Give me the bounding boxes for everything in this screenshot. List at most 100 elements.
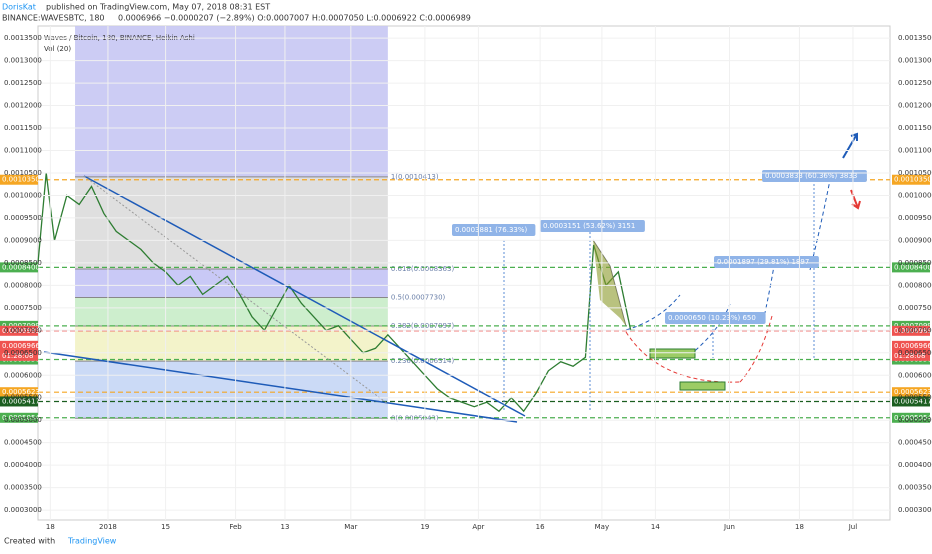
- fib-zone: [75, 26, 388, 177]
- footer-brand: TradingView: [67, 537, 117, 546]
- level-tag: [892, 387, 930, 398]
- y-tick-label: 0.0004500: [4, 439, 42, 447]
- current-price: 0.0006966: [2, 342, 40, 350]
- level-tag-label: 0.0005623: [894, 388, 932, 396]
- y-tick-label: 0.0013500: [4, 34, 42, 42]
- y2-tick-label: 0.0010500: [898, 169, 932, 177]
- published: published on TradingView.com, May 07, 20…: [46, 3, 270, 12]
- y2-tick-label: 0.0004500: [898, 439, 932, 447]
- y-tick-label: 0.0005000: [4, 416, 42, 424]
- y-tick-label: 0.0006000: [4, 371, 42, 379]
- y-tick-label: 0.0003500: [4, 484, 42, 492]
- current-time: 01:28:08: [2, 352, 33, 360]
- level-tag: [892, 262, 930, 273]
- level-tag-label: 0.0006989: [2, 327, 40, 335]
- x-tick-label: 13: [280, 523, 289, 531]
- y-tick-label: 0.0010000: [4, 191, 42, 199]
- y-tick-label: 0.0013000: [4, 57, 42, 65]
- y2-tick-label: 0.0006000: [898, 371, 932, 379]
- y-tick-label: 0.0007500: [4, 304, 42, 312]
- y2-tick-label: 0.0005500: [898, 394, 932, 402]
- x-tick-label: Jul: [848, 523, 858, 531]
- y2-tick-label: 0.0013500: [898, 34, 932, 42]
- y2-tick-label: 0.0005000: [898, 416, 932, 424]
- fib-zone: [75, 297, 388, 326]
- level-tag-label: 0.0008400: [2, 263, 40, 271]
- level-tag: [892, 325, 930, 336]
- level-tag-label: 0.0006989: [894, 327, 932, 335]
- fib-zone: [75, 176, 388, 270]
- y-tick-label: 0.0011000: [4, 147, 42, 155]
- y2-tick-label: 0.0010000: [898, 191, 932, 199]
- plot-frame: [37, 25, 891, 521]
- annotation-box: [714, 256, 819, 268]
- y2-tick-label: 0.0011500: [898, 124, 932, 132]
- symbol: BINANCE:WAVESBTC, 180: [2, 14, 105, 23]
- fib-label: 0.618(0.0008363): [391, 265, 455, 273]
- y-tick-label: 0.0003000: [4, 506, 42, 514]
- author: DorisKat: [2, 3, 36, 12]
- y-tick-label: 0.0010500: [4, 169, 42, 177]
- level-tag: [0, 262, 38, 273]
- x-tick-label: 16: [536, 523, 545, 531]
- annotation: 0.0003833 (60.36%) 3833: [765, 172, 857, 180]
- x-tick-label: 14: [651, 523, 660, 531]
- annotation: 0.0001897 (29.81%) 1897: [717, 258, 809, 266]
- y2-tick-label: 0.0013000: [898, 57, 932, 65]
- fib-label: 1(0.0010413): [391, 173, 439, 181]
- x-tick-label: 15: [161, 523, 170, 531]
- level-tag-label: 0.0005417: [894, 397, 932, 405]
- legend-vol: Vol (20): [44, 45, 71, 53]
- current-time: 01:28:08: [894, 352, 925, 360]
- y-tick-label: 0.0008500: [4, 259, 42, 267]
- annotation: 0.0003151 (53.62%) 3151: [543, 222, 635, 230]
- level-tag-label: 0.0005054: [894, 414, 932, 422]
- level-tag-label: 0.0005054: [2, 414, 40, 422]
- level-tag: [892, 412, 930, 423]
- y-tick-label: 0.0007000: [4, 326, 42, 334]
- y-tick-label: 0.0005500: [4, 394, 42, 402]
- y2-tick-label: 0.0003500: [898, 484, 932, 492]
- y2-tick-label: 0.0011000: [898, 147, 932, 155]
- annotation-box: [452, 224, 536, 236]
- level-tag: [0, 412, 38, 423]
- y2-tick-label: 0.0007500: [898, 304, 932, 312]
- x-tick-label: 18: [46, 523, 55, 531]
- y2-tick-label: 0.0007000: [898, 326, 932, 334]
- level-tag-label: 0.0005623: [2, 388, 40, 396]
- annotation-box: [540, 220, 645, 232]
- y2-tick-label: 0.0008500: [898, 259, 932, 267]
- level-tag: [0, 387, 38, 398]
- x-tick-label: 19: [420, 523, 429, 531]
- level-tag: [0, 325, 38, 336]
- y-tick-label: 0.0006500: [4, 349, 42, 357]
- level-tag: [892, 174, 930, 185]
- x-tick-label: Jun: [723, 523, 735, 531]
- y2-tick-label: 0.0003000: [898, 506, 932, 514]
- y-tick-label: 0.0009500: [4, 214, 42, 222]
- y2-tick-label: 0.0006500: [898, 349, 932, 357]
- y-tick-label: 0.0004000: [4, 461, 42, 469]
- level-tag: [0, 396, 38, 407]
- annotation-box: [665, 312, 766, 324]
- y2-tick-label: 0.0004000: [898, 461, 932, 469]
- y2-tick-label: 0.0012000: [898, 102, 932, 110]
- x-tick-label: 18: [795, 523, 804, 531]
- level-tag: [0, 174, 38, 185]
- y2-tick-label: 0.0008000: [898, 281, 932, 289]
- x-tick-label: Apr: [472, 523, 484, 531]
- y2-tick-label: 0.0009000: [898, 236, 932, 244]
- footer-created: Created with: [4, 537, 55, 546]
- current-tag: [0, 340, 38, 361]
- level-tag-label: 0.0010350: [894, 176, 932, 184]
- y-tick-label: 0.0012500: [4, 79, 42, 87]
- current-tag: [892, 340, 930, 361]
- price-line: [37, 172, 635, 413]
- annotation: 0.0000650 (10.23%) 650: [668, 314, 756, 322]
- fib-zone: [75, 361, 388, 419]
- annotation: 0.0003881 (76.33%): [455, 226, 528, 234]
- y-tick-label: 0.0009000: [4, 236, 42, 244]
- y-tick-label: 0.0011500: [4, 124, 42, 132]
- level-tag-label: 0.0008400: [894, 263, 932, 271]
- x-tick-label: 2018: [99, 523, 117, 531]
